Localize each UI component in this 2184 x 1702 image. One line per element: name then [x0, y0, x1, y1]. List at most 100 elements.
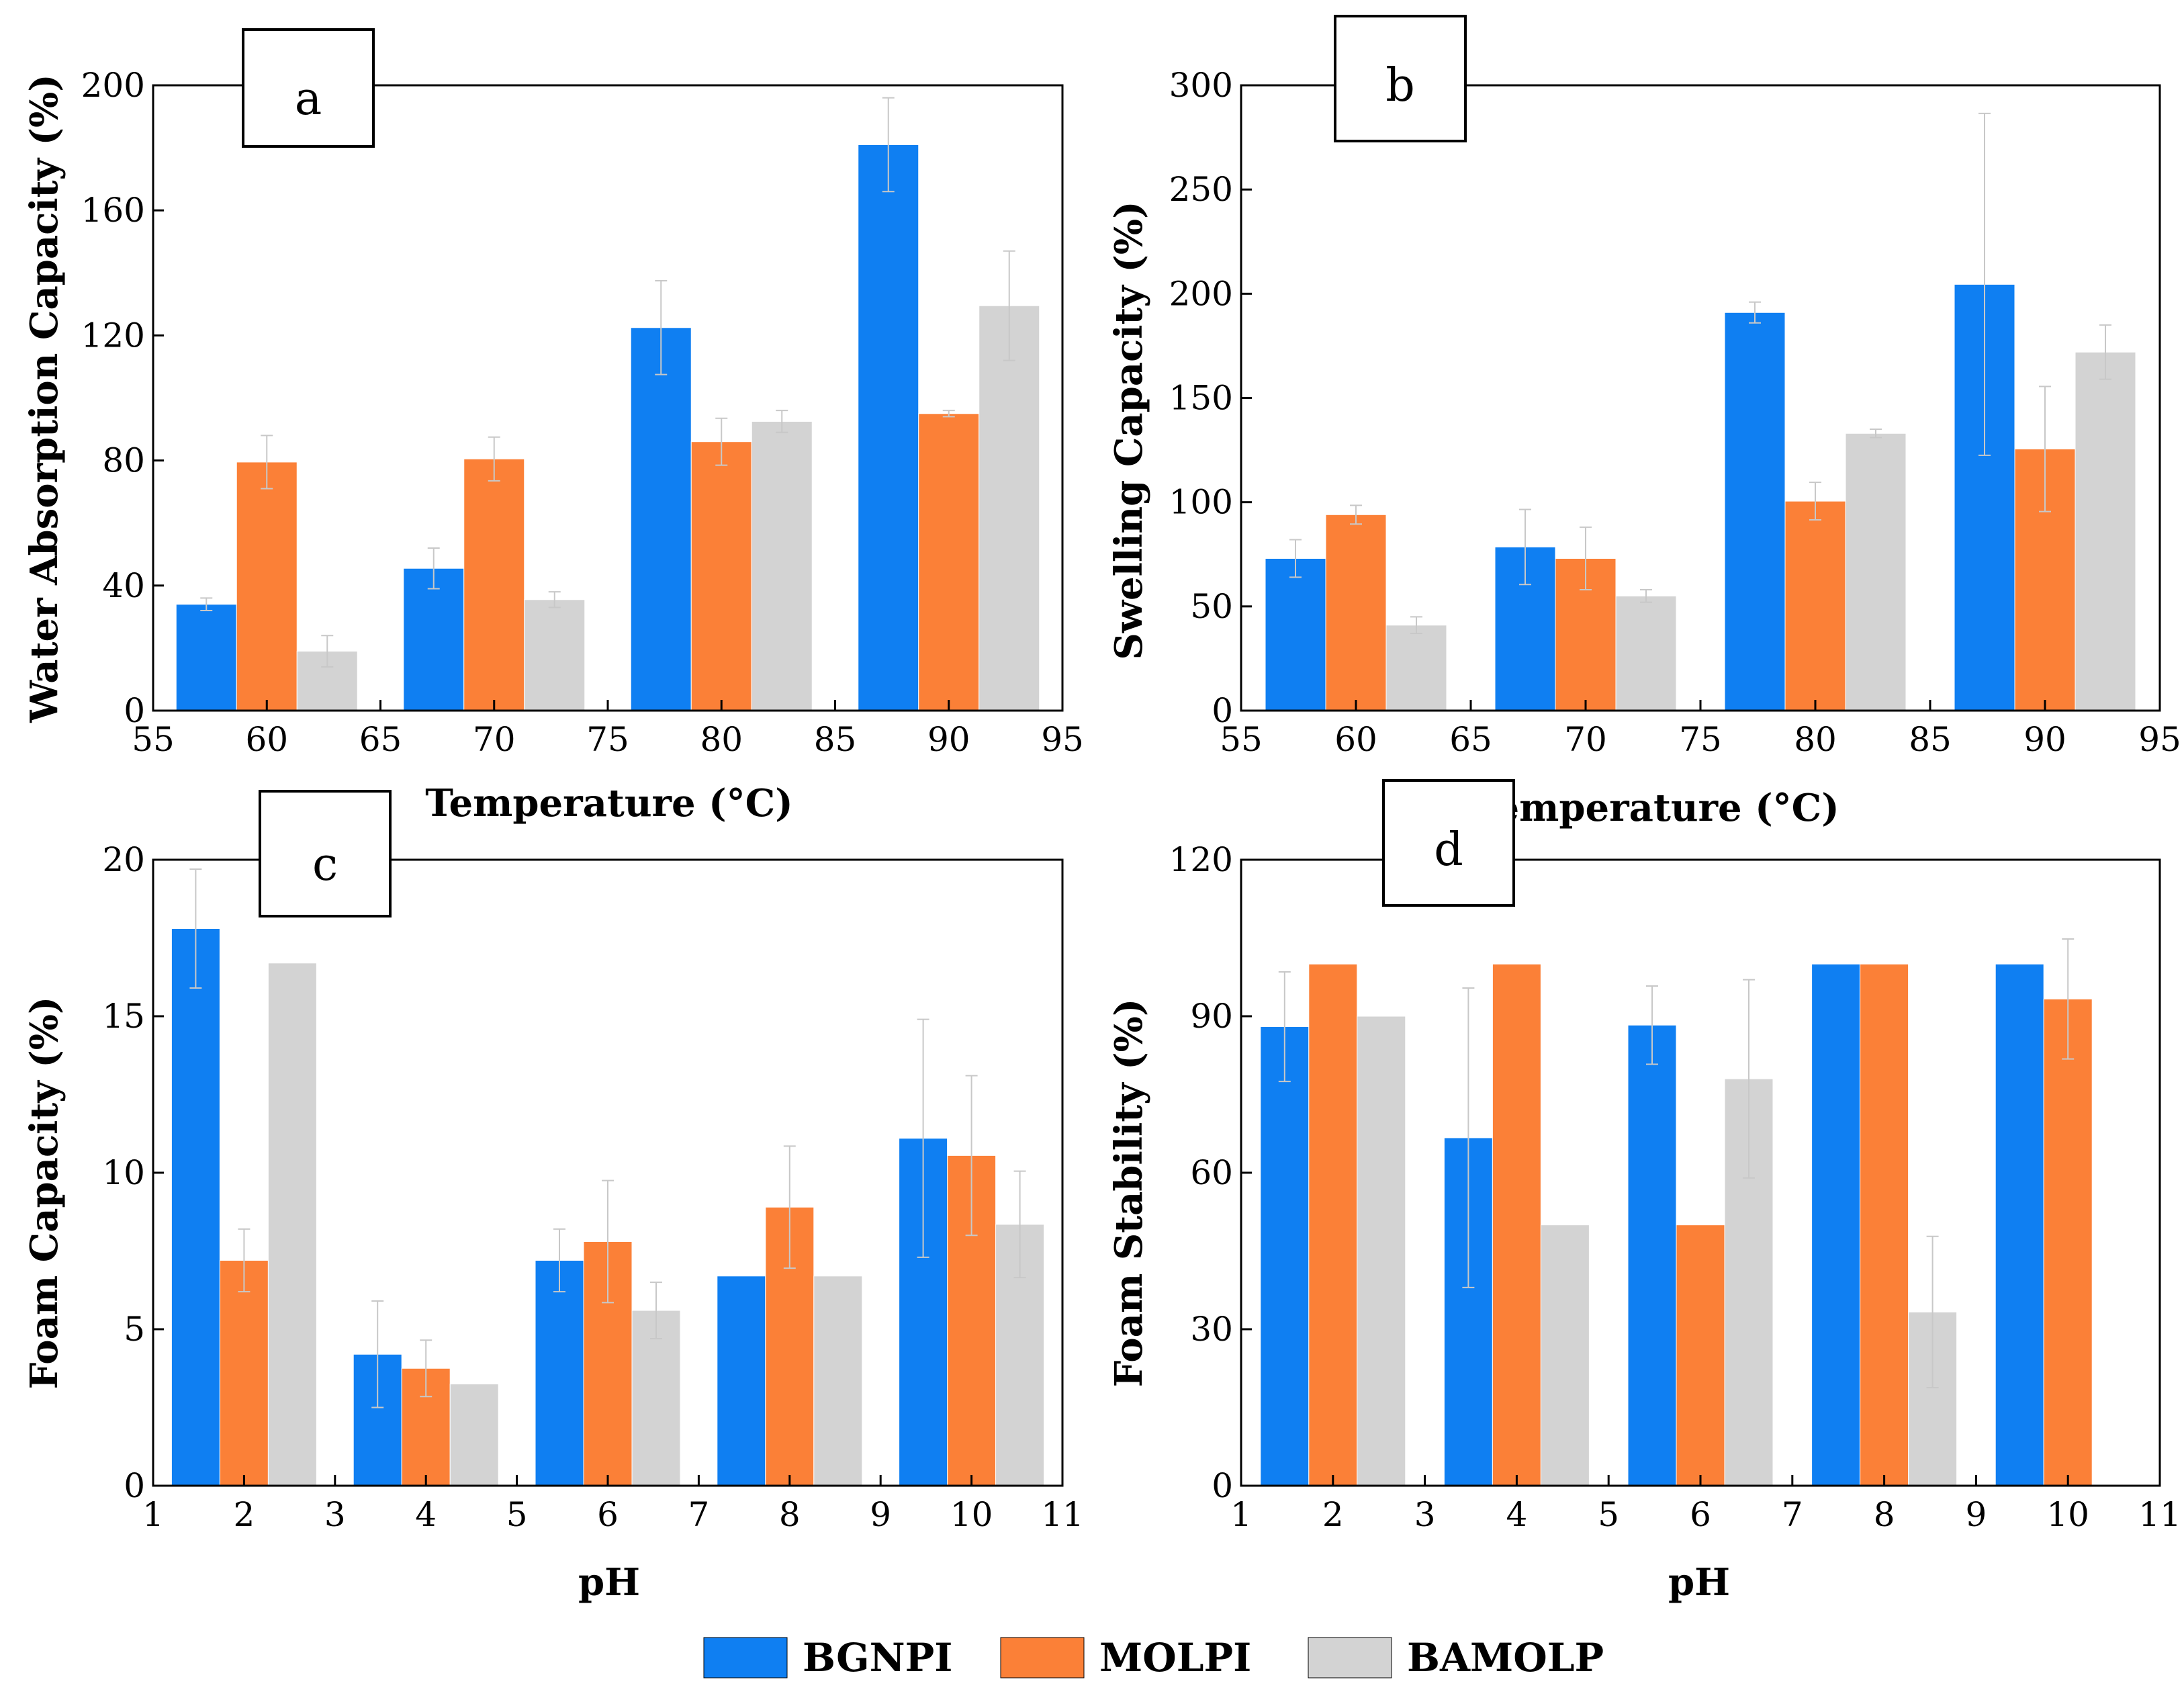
y-tick-label-a-0: 0 [124, 691, 145, 730]
bar-d-molpi-2 [1308, 963, 1358, 1486]
x-tick-label-b-85: 85 [1909, 720, 1952, 759]
panel-b-letter-box [1334, 15, 1467, 142]
panel-a: Temperature (°C) Water Absorption Capaci… [22, 28, 1084, 825]
x-tick-label-a-60: 60 [245, 720, 288, 759]
bar-c-bgnpi-2 [171, 928, 220, 1486]
y-tick-label-d-0: 0 [1212, 1466, 1233, 1505]
x-tick-label-c-10: 10 [950, 1495, 993, 1534]
x-tick-label-d-11: 11 [2138, 1495, 2181, 1534]
y-tick-label-c-10: 10 [102, 1153, 145, 1192]
x-tick-label-b-80: 80 [1794, 720, 1837, 759]
y-tick-label-a-200: 200 [81, 66, 145, 105]
y-tick-label-b-100: 100 [1169, 483, 1233, 522]
bar-c-bamolp-4 [449, 1384, 499, 1486]
x-tick-label-d-5: 5 [1598, 1495, 1619, 1534]
panel-a-ylabel: Water Absorption Capacity (%) [22, 74, 66, 723]
x-tick-label-b-90: 90 [2023, 720, 2066, 759]
bar-b-bgnpi-60 [1265, 557, 1326, 711]
x-tick-label-b-55: 55 [1220, 720, 1263, 759]
bar-d-bgnpi-8 [1811, 963, 1861, 1486]
x-tick-label-d-3: 3 [1414, 1495, 1436, 1534]
bar-d-bamolp-4 [1540, 1224, 1590, 1486]
panel-b-ylabel: Swelling Capacity (%) [1107, 201, 1151, 660]
bar-d-molpi-10 [2043, 998, 2093, 1486]
y-tick-label-b-150: 150 [1169, 379, 1233, 418]
x-tick-label-c-7: 7 [688, 1495, 709, 1534]
panel-d-letter-box [1382, 779, 1515, 907]
x-tick-label-b-65: 65 [1449, 720, 1492, 759]
x-tick-label-c-5: 5 [506, 1495, 528, 1534]
x-tick-label-c-8: 8 [779, 1495, 801, 1534]
y-tick-label-b-300: 300 [1169, 66, 1233, 105]
bar-c-molpi-2 [219, 1259, 269, 1486]
y-tick-label-a-80: 80 [102, 441, 145, 480]
y-tick-label-b-200: 200 [1169, 274, 1233, 313]
bar-a-molpi-60 [236, 461, 298, 711]
panel-c-letter-box [259, 790, 392, 917]
x-tick-label-d-2: 2 [1322, 1495, 1344, 1534]
x-tick-label-a-65: 65 [359, 720, 402, 759]
y-tick-label-a-160: 160 [81, 191, 145, 230]
bar-c-bamolp-2 [267, 962, 317, 1486]
legend-label-bamolp: BAMOLP [1407, 1635, 1604, 1681]
bar-a-molpi-90 [918, 413, 980, 711]
y-tick-label-b-250: 250 [1169, 170, 1233, 209]
bar-b-bamolp-70 [1615, 595, 1677, 711]
panel-a-letter: a [295, 73, 322, 126]
bar-d-bgnpi-10 [1995, 963, 2044, 1486]
bar-d-bamolp-2 [1357, 1016, 1406, 1486]
panel-b-letter: b [1385, 59, 1415, 112]
y-tick-label-a-120: 120 [81, 316, 145, 355]
panel-c-ylabel: Foam Capacity (%) [22, 997, 66, 1390]
x-tick-label-d-4: 4 [1506, 1495, 1527, 1534]
legend-swatch-molpi [1000, 1637, 1085, 1678]
x-tick-label-d-7: 7 [1782, 1495, 1803, 1534]
y-tick-label-c-5: 5 [124, 1310, 145, 1349]
panel-c-letter: c [312, 838, 338, 891]
y-tick-label-b-0: 0 [1212, 691, 1233, 730]
y-tick-label-c-20: 20 [102, 840, 145, 879]
panel-a-letter-box [242, 28, 375, 148]
panel-d-ylabel: Foam Stability (%) [1107, 999, 1151, 1388]
panel-d-xlabel: pH [1668, 1560, 1730, 1605]
bar-d-molpi-6 [1676, 1224, 1725, 1486]
bar-d-molpi-8 [1860, 963, 1909, 1486]
panel-d-letter: d [1434, 823, 1463, 877]
bar-a-bamolp-90 [979, 305, 1040, 711]
x-tick-label-a-80: 80 [700, 720, 743, 759]
x-tick-label-a-85: 85 [814, 720, 857, 759]
legend: BGNPI MOLPI BAMOLP [703, 1635, 1604, 1681]
y-tick-label-d-120: 120 [1169, 840, 1233, 879]
bar-b-molpi-80 [1784, 500, 1846, 711]
x-tick-label-b-70: 70 [1564, 720, 1607, 759]
legend-label-molpi: MOLPI [1099, 1635, 1251, 1681]
bar-a-molpi-70 [463, 458, 525, 711]
bar-b-bamolp-60 [1385, 625, 1447, 711]
bar-a-bamolp-80 [751, 420, 813, 711]
bar-a-molpi-80 [690, 441, 752, 711]
panel-b: Temperature (°C) Swelling Capacity (%) 0… [1107, 15, 2181, 830]
bar-b-bamolp-80 [1845, 433, 1907, 711]
x-tick-label-a-70: 70 [473, 720, 516, 759]
legend-swatch-bamolp [1308, 1637, 1392, 1678]
x-tick-label-c-3: 3 [324, 1495, 346, 1534]
x-tick-label-d-9: 9 [1965, 1495, 1987, 1534]
x-tick-label-b-75: 75 [1679, 720, 1722, 759]
bar-a-bamolp-70 [524, 599, 586, 711]
panel-d: pH Foam Stability (%) 0 30 60 90 120 1 2 3 4 5 6 7 8… [1107, 779, 2181, 1605]
x-tick-label-d-10: 10 [2046, 1495, 2089, 1534]
bar-d-bgnpi-6 [1627, 1024, 1677, 1486]
y-tick-label-d-30: 30 [1190, 1310, 1233, 1349]
y-tick-label-c-0: 0 [124, 1466, 145, 1505]
x-tick-label-c-11: 11 [1041, 1495, 1084, 1534]
legend-swatch-bgnpi [703, 1637, 788, 1678]
y-tick-label-d-60: 60 [1190, 1153, 1233, 1192]
x-tick-label-b-60: 60 [1334, 720, 1377, 759]
bar-a-bgnpi-60 [175, 604, 237, 711]
legend-label-bgnpi: BGNPI [803, 1635, 952, 1681]
bar-a-bgnpi-70 [403, 568, 465, 711]
x-tick-label-b-95: 95 [2138, 720, 2181, 759]
x-tick-label-d-6: 6 [1690, 1495, 1711, 1534]
y-tick-label-b-50: 50 [1190, 587, 1233, 626]
